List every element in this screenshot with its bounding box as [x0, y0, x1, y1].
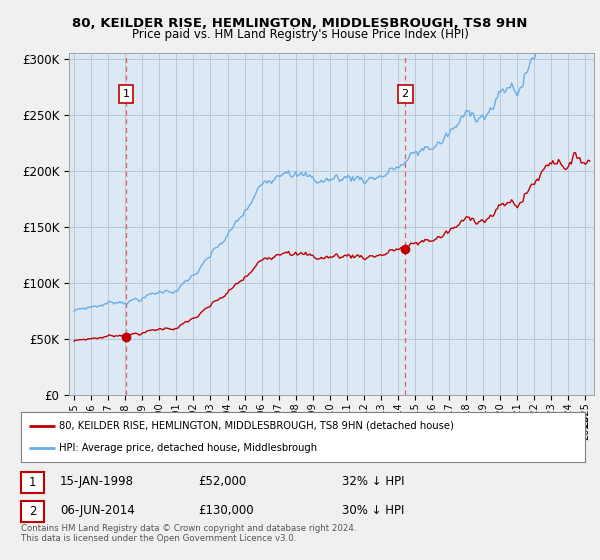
Text: 20: 20: [188, 415, 199, 427]
Text: 15-JAN-1998: 15-JAN-1998: [60, 475, 134, 488]
Text: 20: 20: [393, 415, 403, 427]
Text: 06-JUN-2014: 06-JUN-2014: [60, 504, 135, 517]
Text: 2014: 2014: [393, 415, 403, 440]
Text: 20: 20: [580, 415, 590, 427]
Text: 20: 20: [359, 415, 369, 427]
Text: 30% ↓ HPI: 30% ↓ HPI: [342, 504, 404, 517]
Text: 19: 19: [86, 415, 96, 427]
Text: 20: 20: [308, 415, 318, 427]
Text: 20: 20: [239, 415, 250, 427]
Text: 2020: 2020: [495, 415, 505, 440]
Text: 2001: 2001: [172, 415, 181, 440]
Text: 1999: 1999: [137, 415, 147, 440]
Text: Contains HM Land Registry data © Crown copyright and database right 2024.
This d: Contains HM Land Registry data © Crown c…: [21, 524, 356, 543]
Text: 20: 20: [478, 415, 488, 427]
Text: 1995: 1995: [69, 415, 79, 440]
Text: 2024: 2024: [563, 415, 574, 440]
Text: HPI: Average price, detached house, Middlesbrough: HPI: Average price, detached house, Midd…: [59, 444, 317, 454]
Text: 2008: 2008: [291, 415, 301, 440]
Text: 20: 20: [342, 415, 352, 427]
Text: 2004: 2004: [223, 415, 233, 440]
Text: 2006: 2006: [257, 415, 266, 440]
Text: 20: 20: [495, 415, 505, 427]
Text: 20: 20: [427, 415, 437, 427]
Text: 2021: 2021: [512, 415, 522, 440]
Text: 1996: 1996: [86, 415, 96, 440]
Text: 2015: 2015: [410, 415, 420, 440]
Text: £52,000: £52,000: [198, 475, 246, 488]
Text: 2012: 2012: [359, 415, 369, 440]
Text: 20: 20: [512, 415, 522, 427]
Text: 2018: 2018: [461, 415, 471, 440]
Text: 19: 19: [69, 415, 79, 427]
Text: 1: 1: [29, 475, 36, 489]
Text: 2: 2: [29, 505, 36, 518]
Text: 2022: 2022: [529, 415, 539, 440]
Text: 19: 19: [103, 415, 113, 427]
Text: 20: 20: [325, 415, 335, 427]
Text: 2000: 2000: [154, 415, 164, 440]
Text: 20: 20: [461, 415, 471, 427]
Text: 20: 20: [547, 415, 556, 427]
Text: 2: 2: [401, 89, 409, 99]
Text: 20: 20: [223, 415, 233, 427]
Text: 1: 1: [122, 89, 130, 99]
Text: 2011: 2011: [342, 415, 352, 440]
Text: 20: 20: [563, 415, 574, 427]
Text: 1997: 1997: [103, 415, 113, 440]
Text: 32% ↓ HPI: 32% ↓ HPI: [342, 475, 404, 488]
Text: 2013: 2013: [376, 415, 386, 440]
Text: 19: 19: [137, 415, 147, 427]
Text: 20: 20: [291, 415, 301, 427]
Text: 20: 20: [154, 415, 164, 427]
Text: 20: 20: [376, 415, 386, 427]
Text: 20: 20: [410, 415, 420, 427]
Text: 1998: 1998: [120, 415, 130, 440]
Text: 19: 19: [120, 415, 130, 427]
Text: £130,000: £130,000: [198, 504, 254, 517]
Text: 20: 20: [529, 415, 539, 427]
Text: 20: 20: [172, 415, 181, 427]
Text: 2003: 2003: [205, 415, 215, 440]
Text: 20: 20: [205, 415, 215, 427]
Text: 2007: 2007: [274, 415, 284, 440]
Text: 2016: 2016: [427, 415, 437, 440]
Text: 20: 20: [274, 415, 284, 427]
Text: 2019: 2019: [478, 415, 488, 440]
Text: 80, KEILDER RISE, HEMLINGTON, MIDDLESBROUGH, TS8 9HN: 80, KEILDER RISE, HEMLINGTON, MIDDLESBRO…: [73, 17, 527, 30]
Text: 2023: 2023: [547, 415, 556, 440]
Text: 2017: 2017: [444, 415, 454, 440]
Text: 20: 20: [444, 415, 454, 427]
Text: Price paid vs. HM Land Registry's House Price Index (HPI): Price paid vs. HM Land Registry's House …: [131, 28, 469, 41]
Text: 2005: 2005: [239, 415, 250, 440]
Text: 2009: 2009: [308, 415, 318, 440]
Text: 20: 20: [257, 415, 266, 427]
Text: 2002: 2002: [188, 415, 199, 440]
Text: 2025: 2025: [580, 415, 590, 440]
Text: 2010: 2010: [325, 415, 335, 440]
Text: 80, KEILDER RISE, HEMLINGTON, MIDDLESBROUGH, TS8 9HN (detached house): 80, KEILDER RISE, HEMLINGTON, MIDDLESBRO…: [59, 421, 454, 431]
